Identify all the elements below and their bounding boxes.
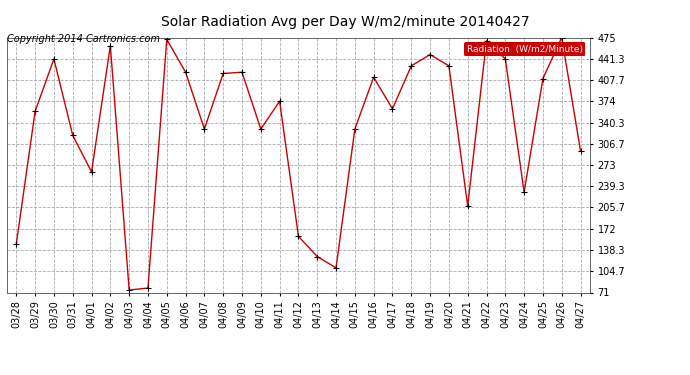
Text: Solar Radiation Avg per Day W/m2/minute 20140427: Solar Radiation Avg per Day W/m2/minute …: [161, 15, 529, 29]
Text: Copyright 2014 Cartronics.com: Copyright 2014 Cartronics.com: [7, 34, 160, 44]
Legend: Radiation  (W/m2/Minute): Radiation (W/m2/Minute): [464, 42, 585, 56]
